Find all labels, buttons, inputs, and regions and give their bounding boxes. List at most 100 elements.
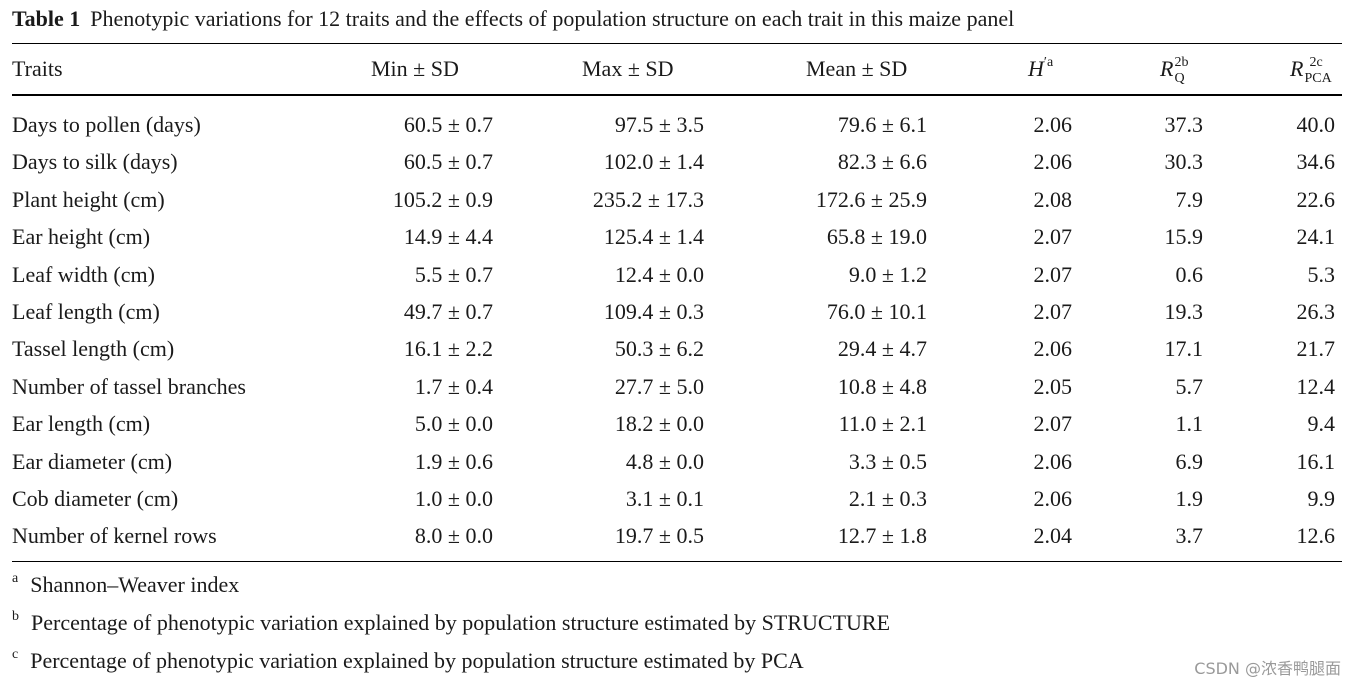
cell-min: 5.0 ± 0.0 bbox=[414, 411, 493, 437]
cell-rpca: 9.9 bbox=[1307, 486, 1336, 511]
header-rpca: R 2c PCA bbox=[1290, 55, 1341, 86]
cell-rq: 37.3 bbox=[1164, 112, 1204, 137]
cell-rq: 5.7 bbox=[1175, 373, 1204, 399]
cell-h: 2.07 bbox=[1033, 299, 1073, 324]
footnote-text: Percentage of phenotypic variation expla… bbox=[31, 610, 891, 635]
footnote-mark: a bbox=[12, 571, 19, 586]
table-row: Leaf length (cm) 49.7 ± 0.7 109.4 ± 0.3 … bbox=[0, 299, 1357, 336]
cell-rpca: 26.3 bbox=[1296, 299, 1336, 324]
footnote-mark: c bbox=[12, 647, 19, 662]
cell-max: 50.3 ± 6.2 bbox=[614, 336, 704, 362]
cell-trait: Number of tassel branches bbox=[12, 373, 246, 399]
cell-max: 235.2 ± 17.3 bbox=[592, 186, 704, 212]
cell-rpca: 12.6 bbox=[1296, 523, 1336, 549]
cell-h: 2.06 bbox=[1033, 448, 1073, 474]
footnote-c: c Percentage of phenotypic variation expl… bbox=[12, 647, 804, 674]
cell-trait: Days to pollen (days) bbox=[12, 112, 201, 137]
cell-mean: 82.3 ± 6.6 bbox=[837, 149, 927, 175]
table-row: Days to silk (days) 60.5 ± 0.7 102.0 ± 1… bbox=[0, 149, 1357, 186]
table-title: Phenotypic variations for 12 traits and … bbox=[90, 6, 1015, 31]
cell-rq: 19.3 bbox=[1164, 299, 1204, 324]
header-traits: Traits bbox=[12, 56, 63, 81]
cell-mean: 172.6 ± 25.9 bbox=[815, 186, 927, 212]
cell-min: 16.1 ± 2.2 bbox=[403, 336, 493, 362]
cell-trait: Leaf length (cm) bbox=[12, 299, 160, 324]
cell-rq: 0.6 bbox=[1175, 261, 1204, 287]
cell-rq: 17.1 bbox=[1164, 336, 1204, 362]
cell-max: 125.4 ± 1.4 bbox=[603, 224, 704, 250]
header-h-main: H bbox=[1028, 56, 1044, 81]
table-row: Ear length (cm) 5.0 ± 0.0 18.2 ± 0.0 11.… bbox=[0, 411, 1357, 448]
header-h: H′a bbox=[1028, 55, 1053, 86]
cell-h: 2.07 bbox=[1033, 224, 1073, 250]
table-row: Number of kernel rows 8.0 ± 0.0 19.7 ± 0… bbox=[0, 523, 1357, 560]
cell-trait: Ear height (cm) bbox=[12, 224, 151, 250]
cell-max: 102.0 ± 1.4 bbox=[603, 149, 704, 175]
cell-h: 2.06 bbox=[1033, 486, 1073, 511]
bottom-rule bbox=[12, 561, 1342, 563]
cell-max: 109.4 ± 0.3 bbox=[603, 299, 704, 324]
cell-rq: 3.7 bbox=[1175, 523, 1204, 549]
table-row: Number of tassel branches 1.7 ± 0.4 27.7… bbox=[0, 374, 1357, 411]
cell-min: 1.7 ± 0.4 bbox=[414, 373, 493, 399]
cell-min: 1.9 ± 0.6 bbox=[414, 448, 493, 474]
header-rq-main: R bbox=[1160, 56, 1174, 81]
cell-mean: 3.3 ± 0.5 bbox=[848, 448, 927, 474]
cell-rpca: 21.7 bbox=[1296, 336, 1336, 362]
cell-min: 8.0 ± 0.0 bbox=[414, 523, 493, 549]
header-rpca-sup: 2c bbox=[1309, 55, 1323, 70]
header-rq-sub: Q bbox=[1174, 71, 1185, 86]
cell-max: 4.8 ± 0.0 bbox=[625, 448, 704, 474]
cell-max: 19.7 ± 0.5 bbox=[614, 523, 704, 549]
table-caption: Table 1 Phenotypic variations for 12 trai… bbox=[12, 6, 1014, 32]
cell-trait: Tassel length (cm) bbox=[12, 336, 175, 362]
footnote-mark: b bbox=[12, 609, 19, 624]
cell-rq: 30.3 bbox=[1164, 149, 1204, 175]
cell-mean: 65.8 ± 19.0 bbox=[826, 224, 927, 250]
cell-mean: 76.0 ± 10.1 bbox=[826, 299, 927, 324]
header-rule bbox=[12, 94, 1342, 96]
cell-rpca: 5.3 bbox=[1307, 261, 1336, 287]
cell-rq: 15.9 bbox=[1164, 224, 1204, 250]
cell-min: 105.2 ± 0.9 bbox=[392, 186, 493, 212]
cell-min: 1.0 ± 0.0 bbox=[414, 486, 493, 511]
cell-mean: 2.1 ± 0.3 bbox=[848, 486, 927, 511]
cell-min: 60.5 ± 0.7 bbox=[403, 112, 493, 137]
cell-rpca: 34.6 bbox=[1296, 149, 1336, 175]
cell-trait: Cob diameter (cm) bbox=[12, 486, 179, 511]
cell-h: 2.04 bbox=[1033, 523, 1073, 549]
cell-min: 14.9 ± 4.4 bbox=[403, 224, 493, 250]
cell-h: 2.06 bbox=[1033, 112, 1073, 137]
cell-rq: 6.9 bbox=[1175, 448, 1204, 474]
header-max: Max ± SD bbox=[582, 56, 674, 81]
header-rq-sup: 2b bbox=[1174, 55, 1189, 70]
cell-h: 2.06 bbox=[1033, 336, 1073, 362]
table-row: Tassel length (cm) 16.1 ± 2.2 50.3 ± 6.2… bbox=[0, 336, 1357, 373]
table-row: Cob diameter (cm) 1.0 ± 0.0 3.1 ± 0.1 2.… bbox=[0, 486, 1357, 523]
cell-rpca: 9.4 bbox=[1307, 411, 1336, 437]
cell-rpca: 22.6 bbox=[1296, 186, 1336, 212]
footnote-a: a Shannon–Weaver index bbox=[12, 571, 240, 598]
cell-trait: Leaf width (cm) bbox=[12, 261, 155, 287]
table-row: Ear height (cm) 14.9 ± 4.4 125.4 ± 1.4 6… bbox=[0, 224, 1357, 261]
cell-mean: 10.8 ± 4.8 bbox=[837, 373, 927, 399]
table-row: Ear diameter (cm) 1.9 ± 0.6 4.8 ± 0.0 3.… bbox=[0, 449, 1357, 486]
cell-rq: 1.9 bbox=[1175, 486, 1204, 511]
cell-rpca: 24.1 bbox=[1296, 224, 1336, 250]
cell-h: 2.05 bbox=[1033, 373, 1073, 399]
header-h-prime: ′ bbox=[1043, 55, 1047, 70]
cell-max: 3.1 ± 0.1 bbox=[625, 486, 704, 511]
cell-max: 12.4 ± 0.0 bbox=[614, 261, 704, 287]
header-rq: R 2b Q bbox=[1160, 55, 1195, 86]
table-label: Table 1 bbox=[12, 6, 81, 31]
cell-rq: 1.1 bbox=[1175, 411, 1204, 437]
cell-h: 2.07 bbox=[1033, 411, 1073, 437]
footnote-text: Shannon–Weaver index bbox=[30, 572, 240, 597]
cell-rpca: 12.4 bbox=[1296, 373, 1336, 399]
cell-mean: 79.6 ± 6.1 bbox=[837, 112, 927, 137]
cell-trait: Ear length (cm) bbox=[12, 411, 151, 437]
cell-mean: 9.0 ± 1.2 bbox=[848, 261, 927, 287]
cell-min: 60.5 ± 0.7 bbox=[403, 149, 493, 175]
cell-rpca: 40.0 bbox=[1296, 112, 1336, 137]
cell-max: 27.7 ± 5.0 bbox=[614, 373, 704, 399]
